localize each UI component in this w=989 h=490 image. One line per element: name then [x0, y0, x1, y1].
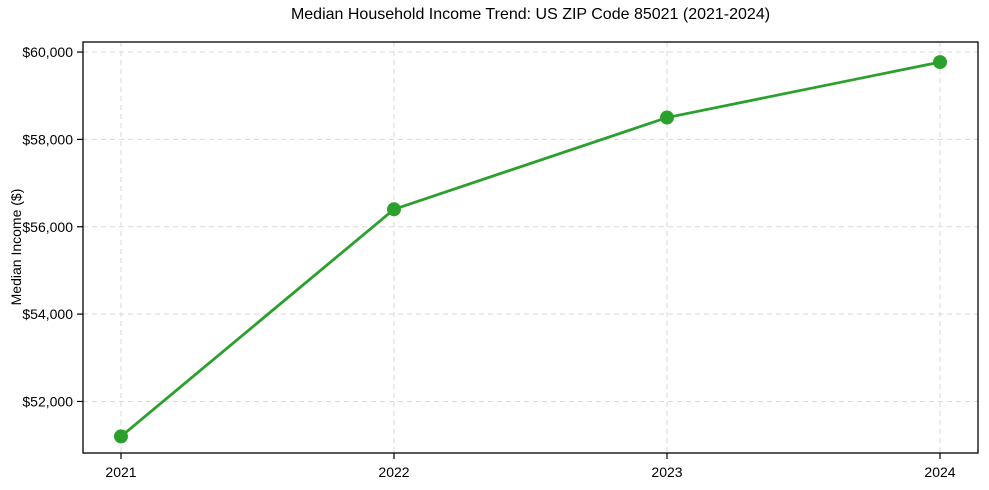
income-trend-line: [119, 60, 942, 438]
data-point-2022: [387, 202, 401, 217]
y-tick-label: $54,000: [22, 306, 73, 322]
x-tick-label: 2024: [924, 464, 955, 480]
data-point-2021: [114, 429, 128, 444]
x-tick-label: 2022: [378, 464, 409, 480]
y-tick-label: $58,000: [22, 131, 73, 147]
y-tick-label: $56,000: [22, 219, 73, 235]
data-point-2024: [933, 55, 947, 70]
data-point-2023: [660, 110, 674, 125]
y-tick-label: $52,000: [22, 393, 73, 409]
y-tick-label: $60,000: [22, 44, 73, 60]
x-tick-label: 2021: [105, 464, 136, 480]
plot-border: [82, 41, 979, 454]
x-tick-label: 2023: [651, 464, 682, 480]
chart-title: Median Household Income Trend: US ZIP Co…: [290, 6, 771, 23]
